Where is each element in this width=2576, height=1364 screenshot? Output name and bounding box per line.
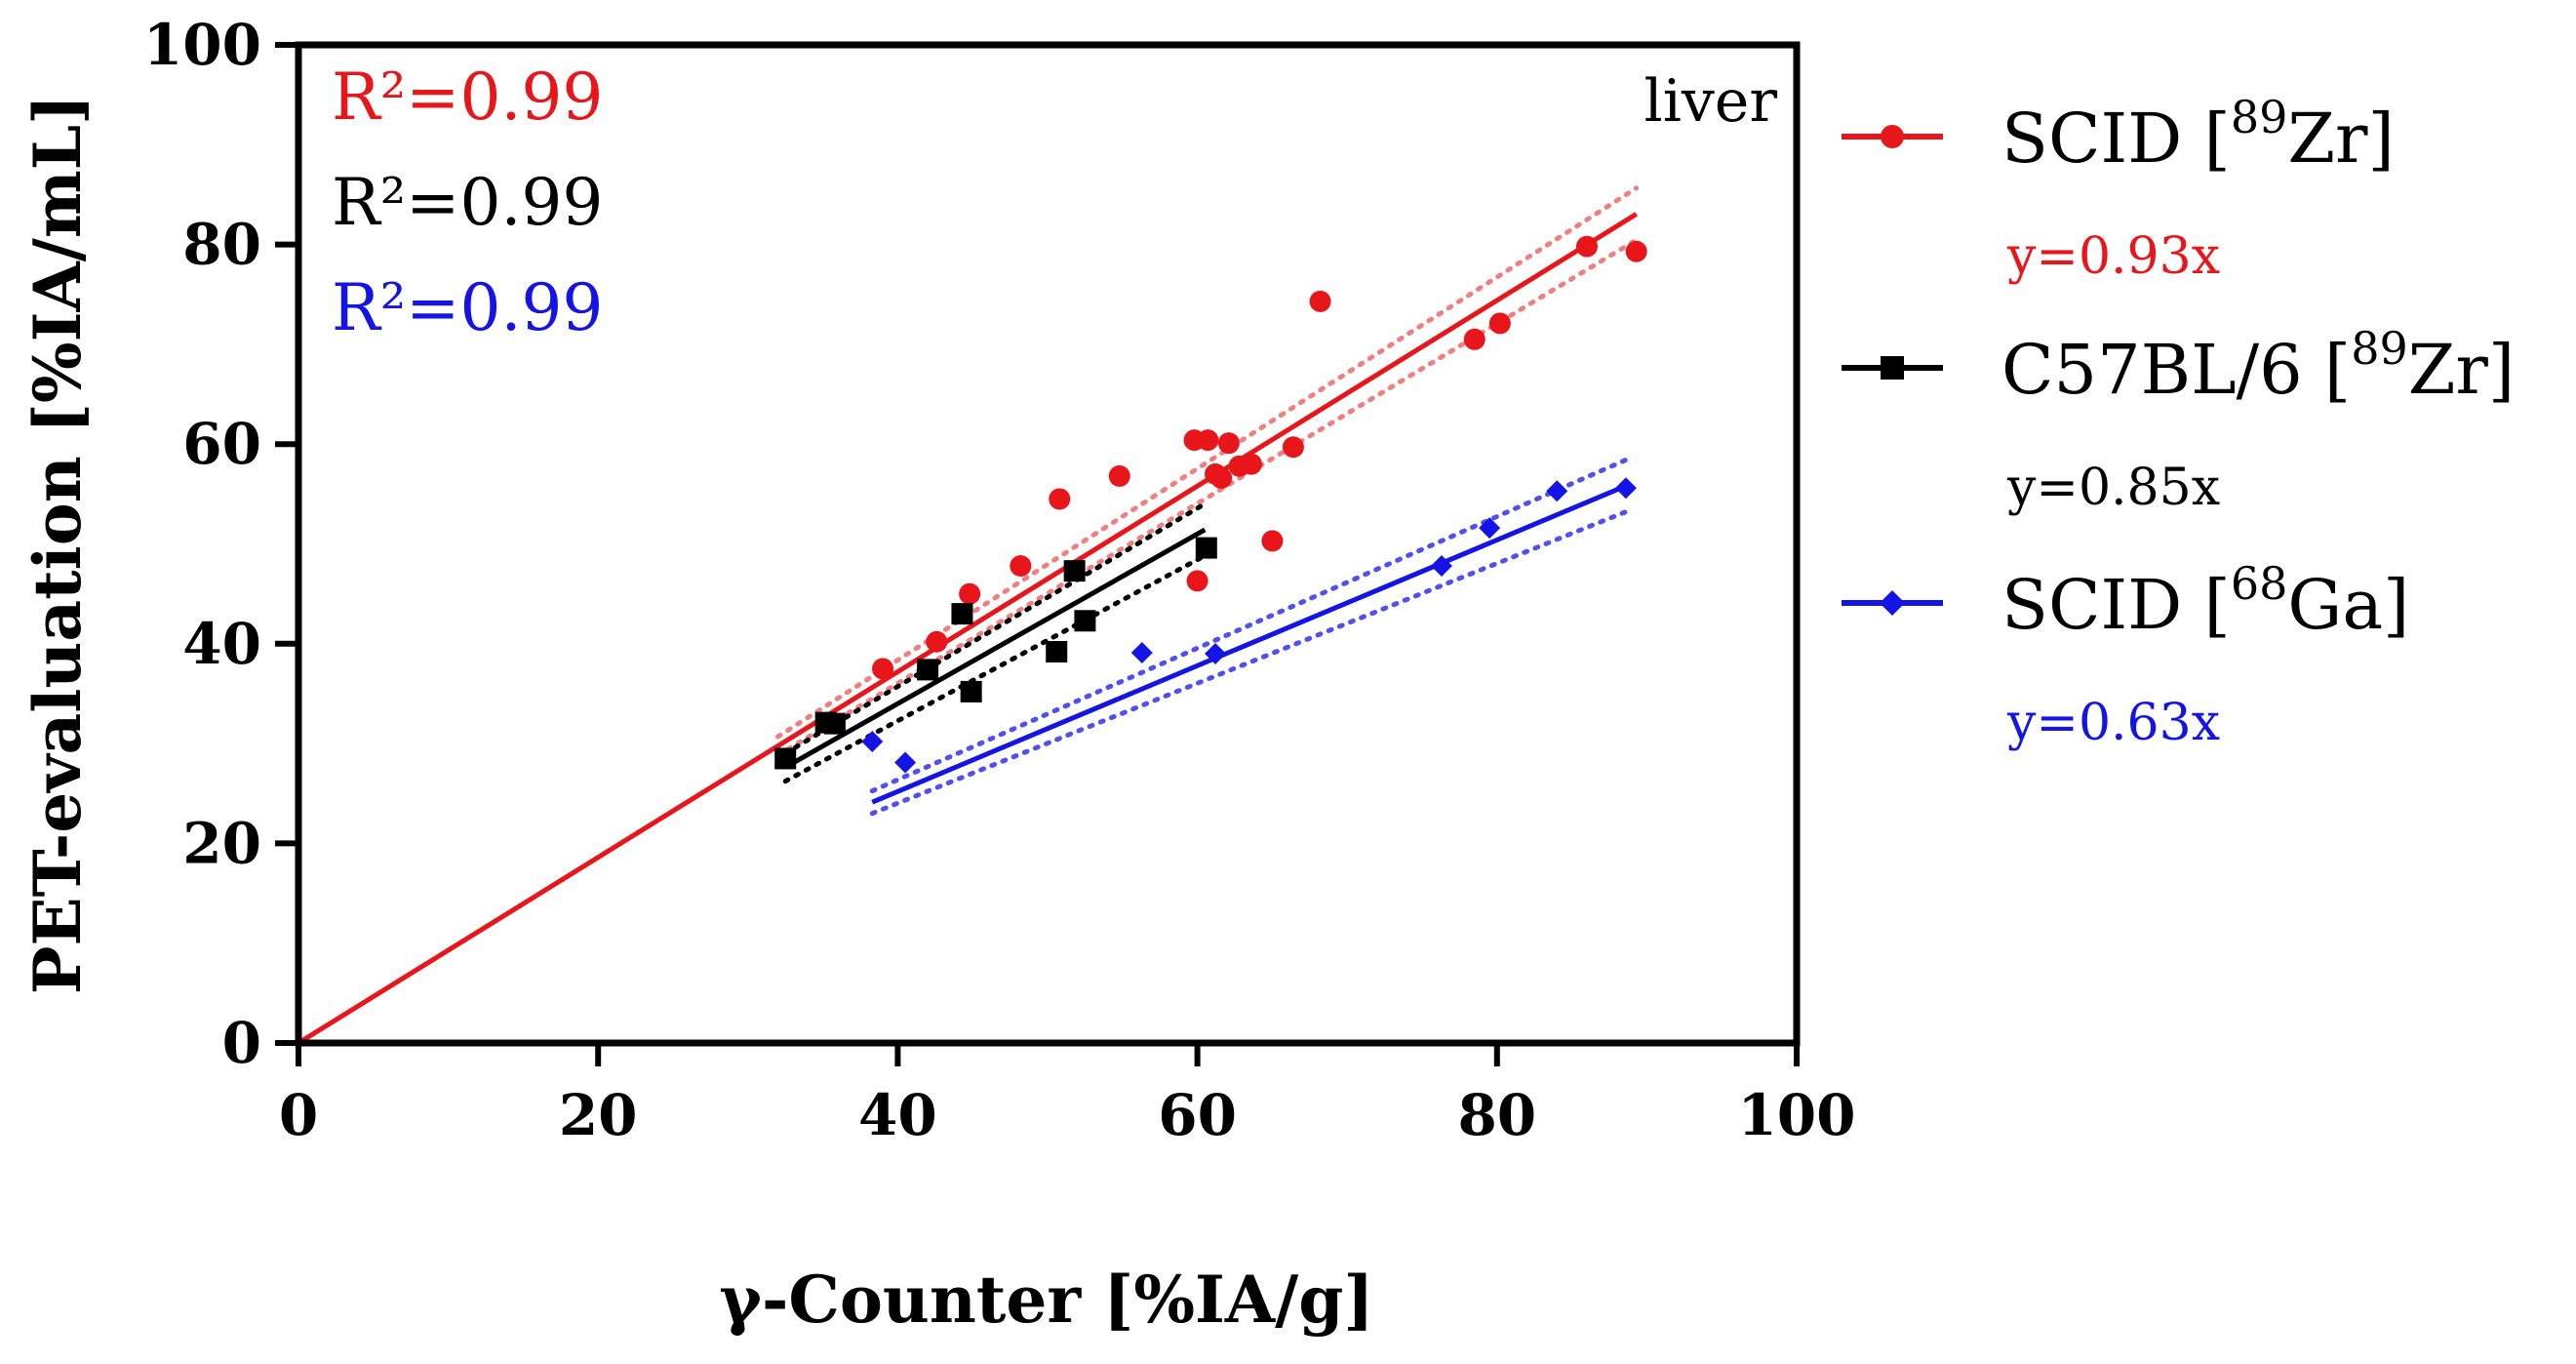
point-scid-89zr[interactable] [1488, 312, 1511, 335]
x-tick-label: 100 [1737, 1082, 1855, 1148]
x-tick-label: 40 [858, 1082, 937, 1148]
x-tick-label: 60 [1158, 1082, 1237, 1148]
point-scid-89zr[interactable] [1575, 235, 1598, 258]
confidence-band-c57bl-6-89zr [782, 501, 1208, 756]
legend-label-scid-89zr: SCID [ [2001, 99, 2231, 179]
fit-line-scid-89zr [297, 212, 1638, 1046]
svg-text:C57BL/6 [89Zr]: C57BL/6 [89Zr] [2001, 322, 2515, 410]
point-c57bl-6-89zr[interactable] [960, 680, 982, 702]
r2-label-scid-68ga: R²=0.99 [332, 270, 603, 345]
point-scid-89zr[interactable] [872, 658, 894, 680]
x-tick-label: 0 [279, 1082, 318, 1148]
fit-line-c57bl-6-89zr [783, 527, 1207, 770]
point-c57bl-6-89zr[interactable] [1074, 610, 1096, 632]
point-scid-68ga[interactable] [1130, 642, 1153, 664]
point-scid-68ga[interactable] [1614, 477, 1637, 500]
point-c57bl-6-89zr[interactable] [774, 747, 797, 770]
point-scid-89zr[interactable] [1261, 530, 1284, 552]
point-scid-89zr[interactable] [1217, 432, 1240, 455]
equation-scid-68ga: y=0.63x [2006, 694, 2220, 752]
legend-tail-c57bl6-89zr: Zr] [2408, 330, 2515, 410]
point-scid-89zr[interactable] [926, 630, 948, 653]
x-axis-label: γ-Counter [%IA/g] [719, 1262, 1373, 1338]
x-tick-label: 20 [559, 1082, 638, 1148]
point-c57bl-6-89zr[interactable] [951, 603, 973, 625]
point-c57bl-6-89zr[interactable] [1063, 560, 1086, 582]
point-scid-89zr[interactable] [1108, 464, 1130, 487]
point-scid-89zr[interactable] [959, 582, 981, 605]
axis-ticks: 0 20 40 60 80 100 0 20 40 60 80 100 [143, 12, 1856, 1148]
point-c57bl-6-89zr[interactable] [823, 712, 846, 735]
y-tick-label: 80 [182, 212, 261, 278]
point-scid-89zr[interactable] [1240, 453, 1262, 475]
legend-tail-scid-68ga: Ga] [2287, 565, 2409, 645]
equation-scid-89zr: y=0.93x [2006, 227, 2220, 286]
point-scid-89zr[interactable] [1625, 240, 1647, 262]
legend-marker-c57bl6-89zr [1881, 356, 1904, 380]
confidence-band-scid-68ga [869, 509, 1629, 817]
legend-entry-c57bl6-89zr[interactable]: C57BL/6 [89Zr] y=0.85x [1842, 322, 2515, 517]
data-points [774, 235, 1647, 774]
legend-label-c57bl6-89zr: C57BL/6 [ [2001, 330, 2351, 410]
equation-c57bl6-89zr: y=0.85x [2006, 459, 2220, 517]
svg-text:SCID [68Ga]: SCID [68Ga] [2001, 557, 2409, 645]
point-scid-68ga[interactable] [1546, 480, 1568, 502]
point-scid-68ga[interactable] [894, 751, 917, 774]
point-scid-89zr[interactable] [1282, 436, 1304, 459]
point-c57bl-6-89zr[interactable] [917, 659, 939, 681]
y-tick-label: 0 [222, 1010, 261, 1076]
point-scid-89zr[interactable] [1210, 466, 1233, 489]
point-c57bl-6-89zr[interactable] [1195, 537, 1217, 559]
svg-text:SCID [89Zr]: SCID [89Zr] [2001, 91, 2395, 179]
y-tick-label: 60 [182, 411, 261, 477]
legend-sup-scid-89zr: 89 [2231, 91, 2288, 143]
fit-line-scid-68ga [871, 483, 1627, 805]
confidence-band-scid-68ga [869, 457, 1629, 794]
legend-marker-scid-89zr [1881, 125, 1904, 148]
plot-frame [295, 41, 1801, 1047]
r2-label-scid-89zr: R²=0.99 [332, 60, 603, 135]
y-axis-label: PET-evaluation [%IA/mL] [20, 95, 96, 995]
legend-sup-scid-68ga: 68 [2231, 557, 2288, 610]
legend-label-scid-68ga: SCID [ [2001, 565, 2231, 645]
y-tick-label: 20 [182, 810, 261, 876]
point-scid-68ga[interactable] [1430, 555, 1452, 578]
point-c57bl-6-89zr[interactable] [1046, 640, 1068, 662]
panel-annotation: liver [1645, 67, 1778, 136]
point-scid-68ga[interactable] [1479, 517, 1501, 540]
legend: SCID [89Zr] y=0.93x C57BL/6 [89Zr] y=0.8… [1842, 91, 2515, 752]
point-scid-89zr[interactable] [1010, 555, 1032, 578]
x-tick-label: 80 [1457, 1082, 1536, 1148]
point-scid-89zr[interactable] [1197, 429, 1219, 452]
point-scid-89zr[interactable] [1309, 290, 1331, 312]
legend-entry-scid-68ga[interactable]: SCID [68Ga] y=0.63x [1842, 557, 2409, 752]
r2-label-c57bl6-89zr: R²=0.99 [332, 165, 603, 240]
legend-tail-scid-89zr: Zr] [2287, 99, 2394, 179]
y-tick-label: 40 [182, 611, 261, 677]
confidence-band-c57bl-6-89zr [782, 553, 1208, 784]
point-scid-89zr[interactable] [1463, 328, 1486, 350]
legend-entry-scid-89zr[interactable]: SCID [89Zr] y=0.93x [1842, 91, 2395, 286]
point-scid-89zr[interactable] [1049, 488, 1071, 510]
point-scid-68ga[interactable] [861, 731, 884, 753]
y-tick-label: 100 [143, 12, 261, 78]
legend-sup-c57bl6-89zr: 89 [2351, 322, 2408, 375]
point-scid-68ga[interactable] [1205, 643, 1227, 665]
point-scid-89zr[interactable] [1186, 570, 1209, 592]
legend-marker-scid-68ga [1880, 590, 1905, 616]
